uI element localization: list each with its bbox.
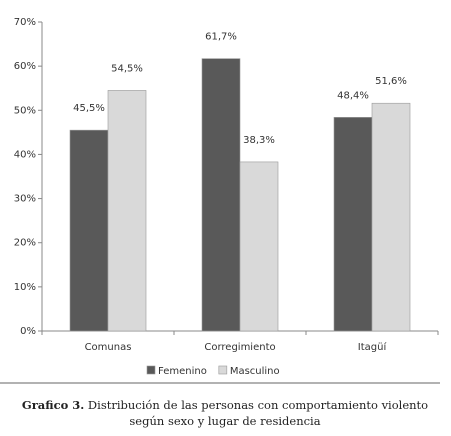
y-tick-label: 0%: [20, 326, 36, 337]
legend-label: Femenino: [158, 366, 207, 377]
bar: [371, 102, 411, 332]
x-tick-label: Corregimiento: [204, 342, 275, 353]
value-label: 45,5%: [73, 103, 105, 114]
y-tick-label: 10%: [14, 282, 36, 293]
caption-text: según sexo y lugar de residencia: [129, 414, 320, 428]
x-tick-label: Comunas: [85, 342, 132, 353]
caption-line: Grafico 3. Distribución de las personas …: [22, 398, 428, 412]
value-label: 48,4%: [337, 90, 369, 101]
y-tick-label: 30%: [14, 194, 36, 205]
y-tick-label: 60%: [14, 61, 36, 72]
y-tick-label: 20%: [14, 238, 36, 249]
value-label: 38,3%: [243, 135, 275, 146]
bar: [69, 129, 109, 332]
bar: [333, 117, 373, 332]
bar: [239, 161, 279, 332]
legend-swatch: [146, 365, 156, 375]
legend-swatch: [218, 365, 228, 375]
caption-label: Grafico 3.: [22, 398, 84, 412]
legend-label: Masculino: [230, 366, 280, 377]
caption-text: Distribución de las personas con comport…: [88, 398, 428, 412]
y-tick-label: 40%: [14, 149, 36, 160]
bar: [201, 58, 241, 332]
value-label: 51,6%: [375, 76, 407, 87]
x-tick-label: Itagüí: [358, 341, 388, 353]
bar: [107, 90, 147, 332]
value-label: 54,5%: [111, 63, 143, 74]
y-tick-label: 70%: [14, 17, 36, 28]
value-label: 61,7%: [205, 32, 237, 43]
y-tick-label: 50%: [14, 105, 36, 116]
